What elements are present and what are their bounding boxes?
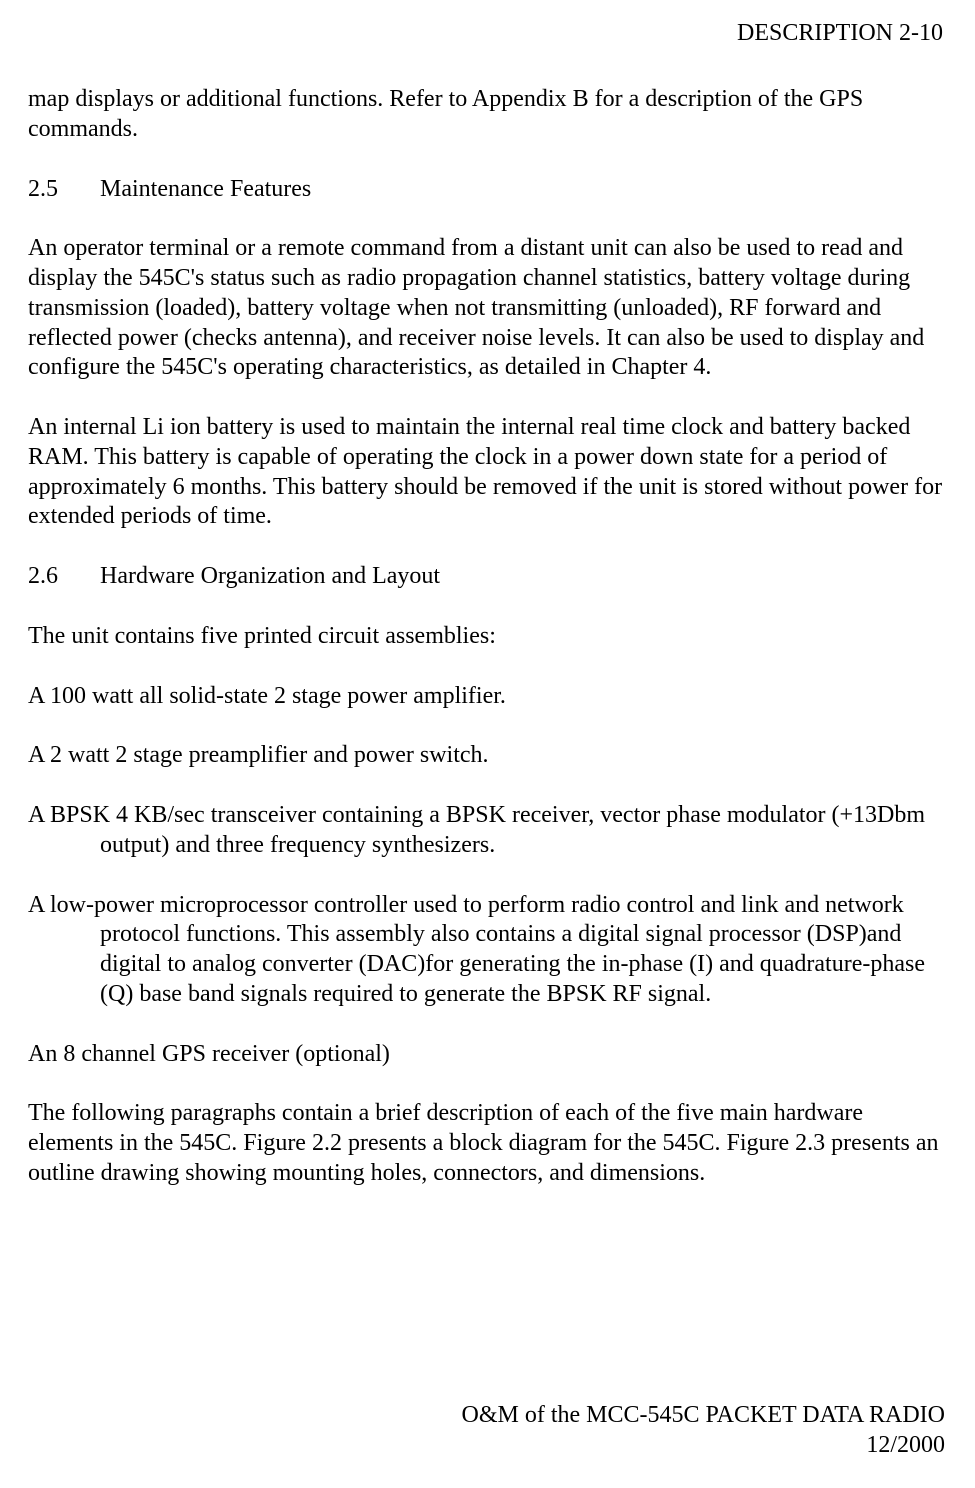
page-footer: O&M of the MCC-545C PACKET DATA RADIO 12… — [28, 1400, 947, 1460]
list-item: A low-power microprocessor controller us… — [28, 891, 947, 1010]
page-content: map displays or additional functions. Re… — [28, 85, 947, 1400]
intro-paragraph: map displays or additional functions. Re… — [28, 85, 947, 145]
list-item: A 2 watt 2 stage preamplifier and power … — [28, 741, 947, 771]
section25-para1: An operator terminal or a remote command… — [28, 234, 947, 383]
section26-intro: The unit contains five printed circuit a… — [28, 622, 947, 652]
footer-line2: 12/2000 — [28, 1430, 945, 1460]
section-title: Maintenance Features — [100, 176, 311, 202]
page-header: DESCRIPTION 2-10 — [28, 20, 947, 47]
list-item: A BPSK 4 KB/sec transceiver containing a… — [28, 801, 947, 861]
section-number: 2.6 — [28, 562, 100, 592]
section-number: 2.5 — [28, 175, 100, 205]
section26-closing: The following paragraphs contain a brief… — [28, 1099, 947, 1188]
list-item: An 8 channel GPS receiver (optional) — [28, 1040, 947, 1070]
header-text: DESCRIPTION 2-10 — [737, 20, 943, 46]
list-item: A 100 watt all solid-state 2 stage power… — [28, 682, 947, 712]
section-heading-26: 2.6Hardware Organization and Layout — [28, 562, 947, 592]
page-container: DESCRIPTION 2-10 map displays or additio… — [0, 0, 975, 1488]
section-heading-25: 2.5Maintenance Features — [28, 175, 947, 205]
section-title: Hardware Organization and Layout — [100, 563, 440, 589]
footer-line1: O&M of the MCC-545C PACKET DATA RADIO — [28, 1400, 945, 1430]
section25-para2: An internal Li ion battery is used to ma… — [28, 413, 947, 532]
